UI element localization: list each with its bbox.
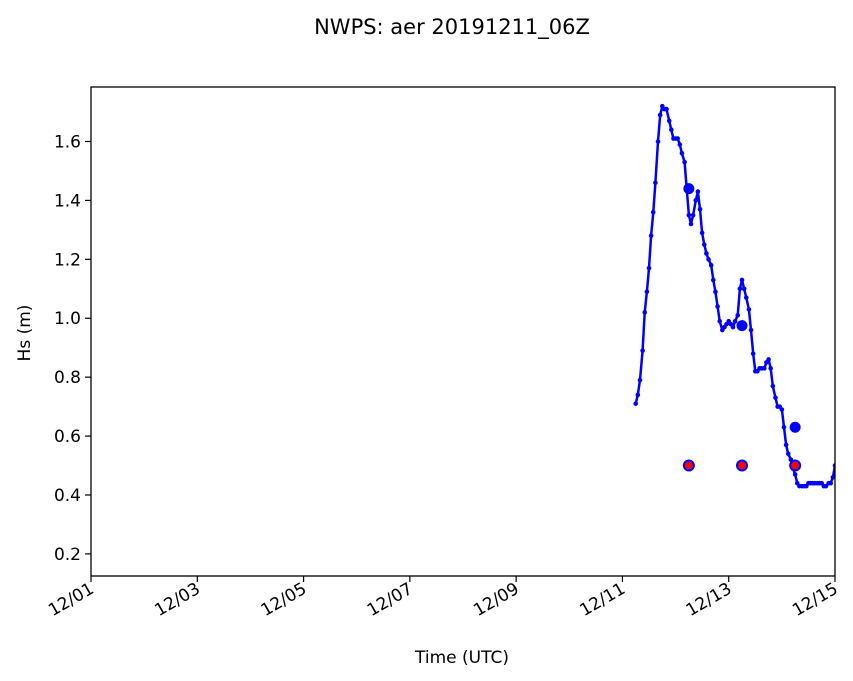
hs-large-marker [683,183,695,195]
hs-point [770,383,776,389]
red-marker [789,459,802,472]
x-axis-label: Time (UTC) [414,648,509,668]
hs-point [708,262,714,268]
y-axis: 0.2 0.4 0.6 0.8 1.0 1.2 1.4 1.6 [54,132,91,565]
hs-point [653,180,658,186]
x-tick-label: 12/07 [364,579,416,621]
hs-point [828,480,834,486]
hs-point [717,318,722,324]
hs-point [739,277,745,283]
y-tick-label: 0.2 [54,545,81,565]
hs-point [783,442,789,448]
hs-point [646,265,652,271]
series-layer [633,103,835,489]
hs-large-marker [789,421,801,433]
hs-point [750,351,756,356]
hs-point [701,242,707,247]
hs-point [657,112,663,118]
hs-point [648,233,654,239]
hs-point [730,324,736,330]
hs-point [773,395,778,401]
hs-point [706,257,711,262]
x-tick-label: 12/05 [258,579,310,621]
x-tick-label: 12/01 [45,579,97,621]
hs-point [679,150,685,156]
hs-point [695,189,701,194]
hs-point [823,483,829,489]
hs-point [699,230,705,236]
axes-frame [90,86,836,577]
hs-point [715,304,720,309]
hs-point [741,286,747,292]
hs-point [746,307,752,312]
hs-point [762,366,767,371]
hs-point [633,401,639,406]
x-tick-label: 12/09 [470,579,522,621]
hs-point [743,295,749,300]
red-marker [736,459,748,472]
hs-point [711,277,716,283]
x-tick-label: 12/13 [683,579,735,621]
y-axis-label: Hs (m) [15,305,35,362]
y-tick-label: 1.2 [54,250,81,270]
hs-line [634,104,835,488]
hs-point [686,212,692,218]
x-tick-label: 12/03 [151,579,203,621]
hs-point [682,159,687,165]
hs-point [637,377,643,383]
x-axis: 12/01 12/03 12/05 12/07 12/09 12/11 12/13 12/15 [45,576,842,621]
hs-point [642,310,648,315]
y-tick-label: 0.8 [54,368,81,388]
hs-point [690,212,696,218]
hs-point [688,221,694,227]
hs-point [781,424,787,430]
series-group [633,103,835,489]
hs-point [732,318,738,324]
hs-point [830,475,835,480]
hs-point [766,357,771,362]
hs-point [655,139,661,144]
hs-point [693,198,699,203]
chart-title: NWPS: aer 20191211_06Z [314,15,590,40]
hs-point [644,289,650,295]
hs-point [675,136,680,141]
hs-point [640,348,645,353]
hs-point [704,251,709,256]
hs-point [785,451,791,457]
hs-point [635,392,641,398]
y-tick-label: 0.6 [54,427,81,447]
hs-point [664,106,669,112]
hs-point [697,206,703,212]
hs-point [650,209,656,215]
hs-point [735,312,741,318]
red-marker [682,459,695,472]
y-tick-label: 1.0 [54,309,81,329]
hs-point [768,366,773,371]
hs-point [792,472,798,477]
x-tick-label: 12/11 [576,579,628,621]
hs-point [779,407,785,412]
hs-point [737,286,743,292]
hs-point [748,327,754,333]
hs-point [713,289,718,295]
hs-large-marker [736,320,748,332]
y-tick-label: 1.4 [54,191,81,211]
x-tick-label: 12/15 [789,579,841,621]
hs-point [666,118,672,124]
y-tick-label: 1.6 [54,132,81,152]
hs-point [677,142,683,147]
hs-point [669,127,674,133]
y-tick-label: 0.4 [54,486,81,506]
